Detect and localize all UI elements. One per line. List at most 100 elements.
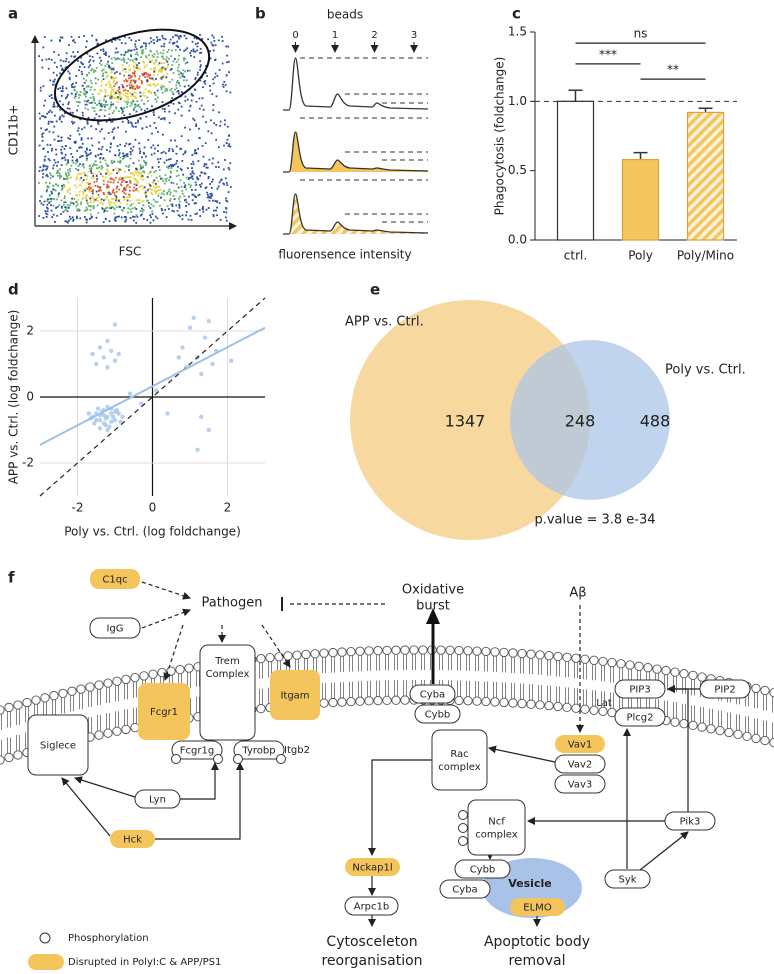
density-dot	[142, 178, 145, 181]
point	[112, 409, 118, 415]
density-dot	[141, 185, 144, 187]
density-dot	[161, 117, 164, 120]
density-dot	[67, 169, 69, 172]
density-dot	[59, 116, 62, 118]
density-dot	[54, 114, 56, 117]
density-dot	[208, 199, 211, 202]
density-dot	[60, 136, 63, 139]
density-dot	[91, 192, 94, 195]
density-dot	[185, 214, 187, 217]
density-dot	[115, 206, 118, 209]
density-dot	[146, 107, 149, 110]
node-label: Cybb	[470, 865, 496, 876]
density-dot	[54, 161, 57, 164]
density-dot	[199, 66, 202, 68]
density-dot	[68, 107, 71, 110]
density-dot	[194, 77, 197, 79]
density-dot	[169, 176, 172, 179]
density-dot	[116, 185, 119, 188]
density-dot	[64, 209, 67, 212]
density-dot	[56, 66, 58, 68]
density-dot	[66, 107, 69, 110]
density-dot	[57, 171, 60, 174]
density-dot	[152, 39, 155, 41]
density-dot	[150, 68, 152, 70]
density-dot	[153, 171, 156, 174]
histogram-fill	[283, 194, 428, 234]
density-dot	[195, 125, 197, 127]
density-dot	[132, 145, 135, 148]
lipid-head	[49, 690, 59, 701]
density-dot	[69, 147, 72, 149]
density-dot	[213, 40, 216, 42]
phosphorylation-site	[171, 754, 181, 764]
density-dot	[59, 108, 61, 111]
lipid-head	[355, 646, 365, 656]
density-dot	[88, 72, 90, 74]
density-dot	[172, 60, 175, 63]
density-dot	[144, 88, 147, 91]
density-dot	[46, 189, 48, 192]
lipid-head	[112, 726, 122, 736]
lipid-head	[661, 665, 671, 676]
density-dot	[141, 45, 143, 48]
density-dot	[135, 59, 138, 61]
density-dot	[117, 98, 119, 100]
density-dot	[116, 200, 119, 203]
density-dot	[145, 162, 148, 165]
density-dot	[169, 197, 172, 200]
density-dot	[138, 78, 141, 80]
density-dot	[43, 159, 46, 162]
density-dot	[165, 180, 168, 183]
density-dot	[179, 48, 181, 51]
density-dot	[166, 51, 169, 53]
density-dot	[46, 143, 49, 146]
density-dot	[223, 81, 226, 83]
density-dot	[58, 100, 61, 103]
point	[109, 419, 114, 424]
density-dot	[182, 173, 184, 176]
density-dot	[72, 219, 75, 222]
density-dot	[127, 74, 130, 77]
density-dot	[95, 164, 98, 166]
density-dot	[160, 84, 163, 87]
density-dot	[126, 181, 128, 183]
density-dot	[84, 174, 87, 176]
density-dot	[62, 60, 65, 63]
density-dot	[50, 58, 53, 61]
density-dot	[143, 91, 145, 94]
density-dot	[150, 191, 153, 194]
density-dot	[124, 187, 127, 190]
density-dot	[66, 178, 68, 181]
node-label: Complex	[206, 669, 250, 680]
density-dot	[112, 190, 114, 192]
density-dot	[132, 66, 135, 69]
density-dot	[72, 122, 74, 125]
density-dot	[100, 90, 103, 93]
density-dot	[52, 188, 55, 191]
density-dot	[88, 55, 91, 58]
phosphorylation-site	[233, 754, 243, 764]
density-dot	[48, 182, 51, 184]
density-dot	[139, 168, 142, 171]
lipid-head	[103, 728, 113, 738]
density-dot	[122, 57, 125, 60]
density-dot	[98, 166, 101, 169]
y-tick-label: 0	[26, 390, 34, 404]
density-dot	[162, 190, 165, 193]
density-dot	[96, 199, 99, 202]
density-dot	[187, 218, 190, 221]
density-dot	[111, 77, 114, 79]
density-dot	[45, 181, 47, 184]
density-dot	[165, 159, 168, 162]
density-dot	[217, 39, 220, 42]
density-dot	[60, 64, 62, 67]
density-dot	[129, 53, 132, 56]
density-dot	[119, 98, 122, 100]
density-dot	[134, 178, 137, 180]
connector	[141, 581, 191, 600]
density-dot	[129, 179, 132, 182]
density-dot	[73, 203, 75, 206]
lipid-head	[553, 651, 563, 662]
